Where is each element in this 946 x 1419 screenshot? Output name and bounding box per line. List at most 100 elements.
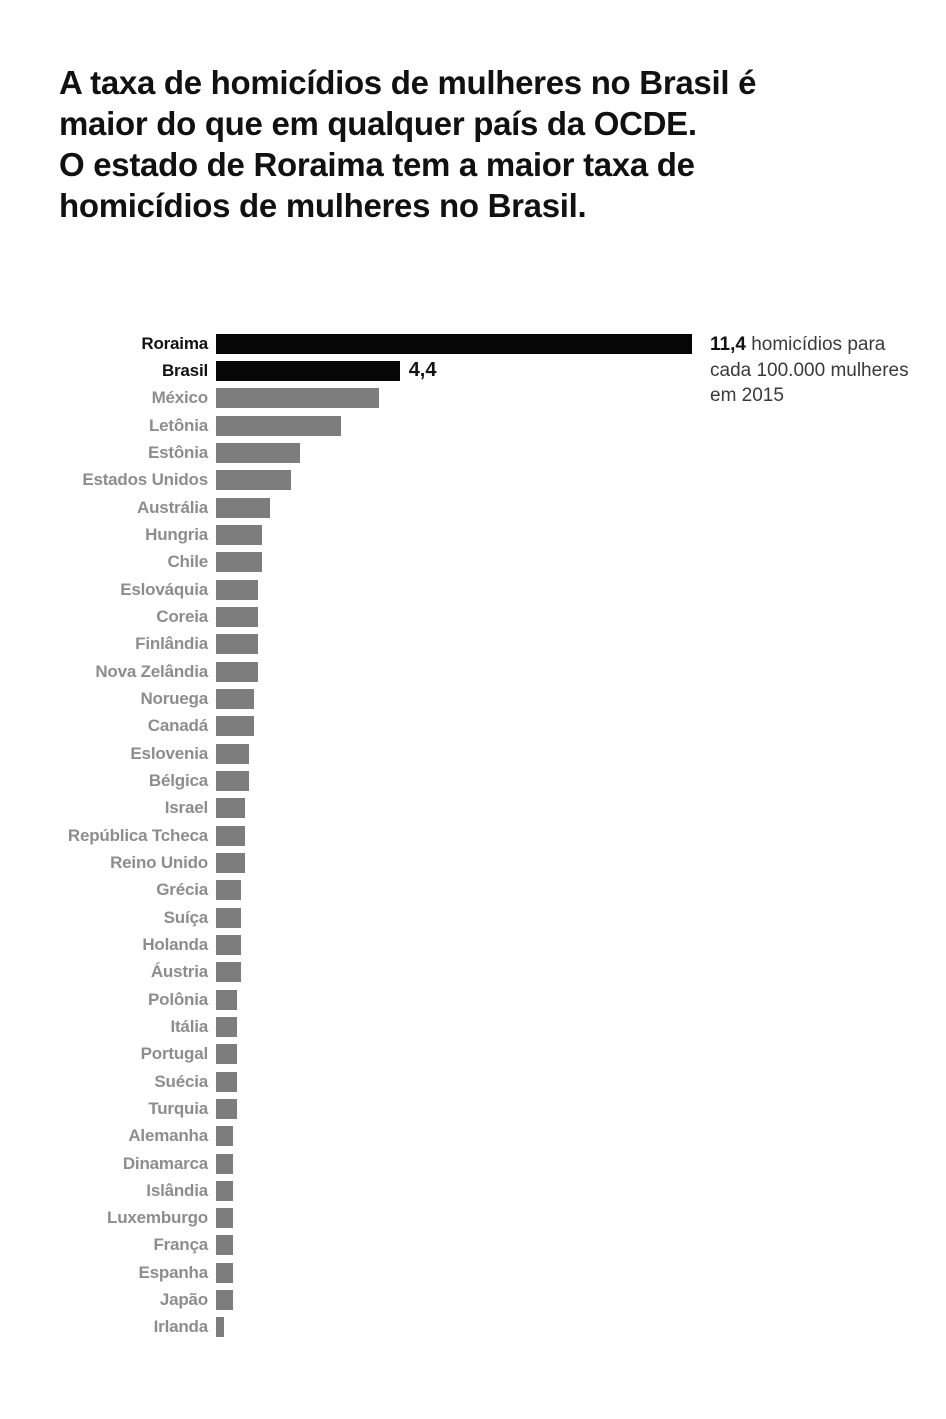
bar [216,1235,233,1256]
bar [216,1262,233,1283]
chart-row: Turquia [0,1095,946,1122]
chart-row: Austrália [0,494,946,521]
bar [216,388,379,409]
category-label: França [153,1235,208,1255]
category-label: Finlândia [135,634,208,654]
bar [216,470,292,491]
category-label: Turquia [148,1098,208,1118]
chart-row: Espanha [0,1259,946,1286]
category-label: Bélgica [148,770,208,790]
category-label: Suécia [154,1071,208,1091]
chart-title: A taxa de homicídios de mulheres no Bras… [59,62,889,226]
bar [216,880,242,901]
annotation: 11,4 homicídios para cada 100.000 mulher… [710,332,945,409]
chart-row: Coreia [0,603,946,630]
chart-row: Brasil 4,4 [0,357,946,384]
chart-row: França [0,1232,946,1259]
category-label: Israel [164,798,208,818]
category-label: México [151,388,209,408]
chart-row: Roraima [0,330,946,357]
chart-row: República Tcheca [0,822,946,849]
annotation-line: 11,4 homicídios para [710,332,945,358]
bar [216,1208,233,1229]
bar [216,634,258,655]
category-label: Chile [167,552,208,572]
bar [216,907,242,928]
category-label: Austrália [137,497,208,517]
chart-row: Itália [0,1013,946,1040]
category-label: Áustria [150,962,208,982]
chart-row: Noruega [0,685,946,712]
chart-row: Áustria [0,959,946,986]
category-label: Roraima [141,333,208,353]
bar [216,1290,233,1311]
bar [216,962,242,983]
chart-row: Alemanha [0,1123,946,1150]
category-label: República Tcheca [67,825,208,845]
bar [216,770,250,791]
category-label: Luxemburgo [107,1208,208,1228]
category-label: Eslováquia [120,579,208,599]
category-label: Noruega [140,688,208,708]
chart-row: Suíça [0,904,946,931]
bar [216,552,262,573]
bar [216,852,246,873]
chart-row: Japão [0,1286,946,1313]
chart-row: Portugal [0,1041,946,1068]
category-label: Brasil [161,360,208,380]
annotation-value: 11,4 [710,334,746,355]
chart-title-line: A taxa de homicídios de mulheres no Bras… [59,64,757,101]
chart-title-line: homicídios de mulheres no Brasil. [59,187,587,224]
bar [216,1317,225,1338]
bar [216,688,254,709]
bar [216,1071,237,1092]
chart-row: Suécia [0,1068,946,1095]
bar [216,989,237,1010]
bar [216,1016,237,1037]
bar [216,497,271,518]
category-label: Grécia [156,880,208,900]
category-label: Alemanha [128,1126,208,1146]
bar [216,716,254,737]
chart-row: Luxemburgo [0,1205,946,1232]
chart-title-line: maior do que em qualquer país da OCDE. [59,105,697,142]
chart-row: Estados Unidos [0,467,946,494]
chart-row: México [0,385,946,412]
chart-row: Nova Zelândia [0,658,946,685]
bar [216,1153,233,1174]
chart-row: Canadá [0,713,946,740]
chart-row: Eslováquia [0,576,946,603]
bar [216,333,692,354]
bar [216,524,262,545]
bar [216,743,250,764]
category-label: Japão [159,1290,208,1310]
annotation-line: cada 100.000 mulheres [710,359,909,381]
bar [216,360,400,381]
bar [216,825,246,846]
category-label: Estônia [147,442,208,462]
category-label: Hungria [145,524,208,544]
category-label: Holanda [142,934,208,954]
chart-row: Estônia [0,439,946,466]
bar [216,1126,233,1147]
chart-row: Eslovenia [0,740,946,767]
category-label: Islândia [146,1180,208,1200]
bar [216,1180,233,1201]
bar [216,442,300,463]
category-label: Letônia [148,415,208,435]
category-label: Portugal [140,1044,209,1064]
bar [216,579,258,600]
category-label: Canadá [147,716,208,736]
category-label: Estados Unidos [82,470,208,490]
category-label: Nova Zelândia [95,661,208,681]
category-label: Dinamarca [122,1153,208,1173]
chart-row: Irlanda [0,1314,946,1341]
category-label: Itália [170,1016,208,1036]
chart-row: Bélgica [0,767,946,794]
bar [216,415,342,436]
bar [216,1044,237,1065]
chart-row: Grécia [0,877,946,904]
category-label: Polônia [148,989,208,1009]
chart-row: Hungria [0,521,946,548]
